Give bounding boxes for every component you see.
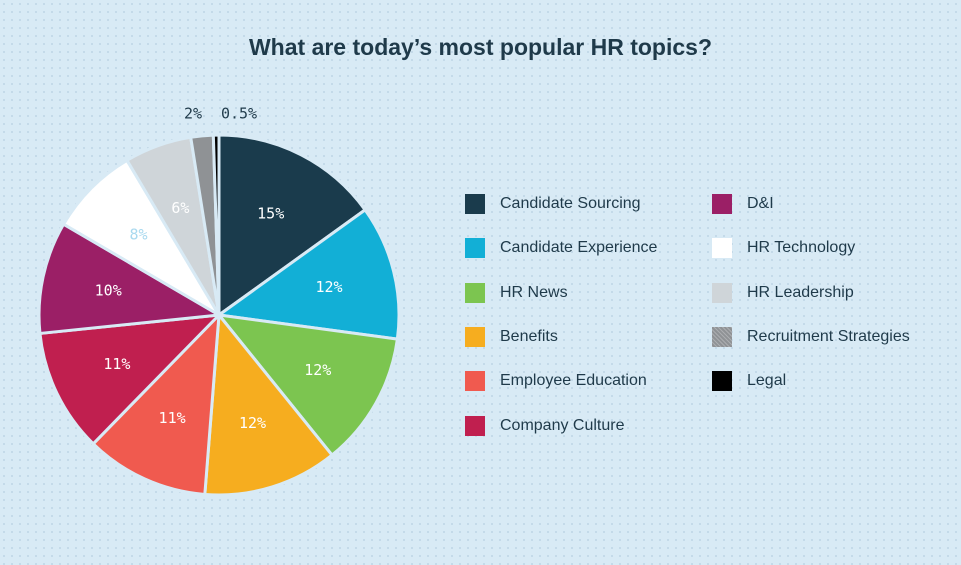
legend-item-company-culture: Company Culture [465,415,625,437]
legend-item-hr-news: HR News [465,282,568,304]
pie-label-benefits: 12% [239,414,266,432]
legend-swatch-hr-leadership [712,282,732,303]
legend-item-hr-leadership: HR Leadership [712,282,854,304]
pie-label-recruitment-strategies: 2% [184,105,202,123]
legend-label-hr-technology: HR Technology [747,239,856,257]
pie-slice-legal [211,133,221,317]
pie-label-candidate-experience: 12% [315,278,342,296]
chart-title: What are today’s most popular HR topics? [248,34,713,60]
legend-label-legal: Legal [747,372,787,390]
legend-item-candidate-sourcing: Candidate Sourcing [465,193,641,215]
legend-swatch-benefits [465,326,485,347]
legend-swatch-legal [712,371,732,392]
pie-slice-company-culture [38,313,221,446]
legend-item-recruitment-strategies: Recruitment Strategies [712,326,910,348]
legend-swatch-hr-news [465,282,485,303]
legend-swatch-candidate-experience [465,238,485,259]
pie-slice-candidate-sourcing [217,133,367,317]
legend-label-recruitment-strategies: Recruitment Strategies [747,327,910,345]
pie-label-hr-news: 12% [304,361,331,379]
pie-label-dandi: 10% [95,282,122,300]
pie-label-candidate-sourcing: 15% [257,205,284,223]
pie-label-legal: 0.5% [221,105,257,123]
pie-slice-dandi [37,222,221,335]
legend-label-candidate-experience: Candidate Experience [500,239,658,257]
pie-label-company-culture: 11% [103,355,130,373]
legend-label-employee-education: Employee Education [500,372,647,390]
legend-label-hr-news: HR News [500,283,568,301]
pie-slice-hr-news [217,313,399,457]
pie-slice-benefits [203,313,334,497]
legend-label-benefits: Benefits [500,327,558,345]
legend-item-benefits: Benefits [465,326,558,348]
legend-label-candidate-sourcing: Candidate Sourcing [500,195,641,212]
legend-swatch-company-culture [465,415,485,436]
pie-label-employee-education: 11% [159,409,186,427]
legend-item-hr-technology: HR Technology [712,237,855,259]
legend-label-dandi: D&I [747,195,774,212]
legend-item-dandi: D&I [712,193,774,215]
legend-swatch-employee-education [465,371,485,392]
pie-slice-candidate-experience [217,208,401,341]
legend-label-company-culture: Company Culture [500,416,625,434]
legend-swatch-recruitment-strategies [712,326,732,347]
legend-label-hr-leadership: HR Leadership [747,283,854,301]
legend-swatch-candidate-sourcing [465,194,485,214]
pie-slice-employee-education [91,313,221,496]
pie-label-hr-technology: 8% [129,226,147,244]
pie-label-hr-leadership: 6% [171,199,189,217]
legend-item-employee-education: Employee Education [465,370,647,392]
legend-swatch-dandi [712,194,732,214]
pie-slice-hr-technology [62,158,221,317]
legend-item-legal: Legal [712,370,786,392]
legend-item-candidate-experience: Candidate Experience [465,237,657,259]
legend-swatch-hr-technology [712,238,732,259]
